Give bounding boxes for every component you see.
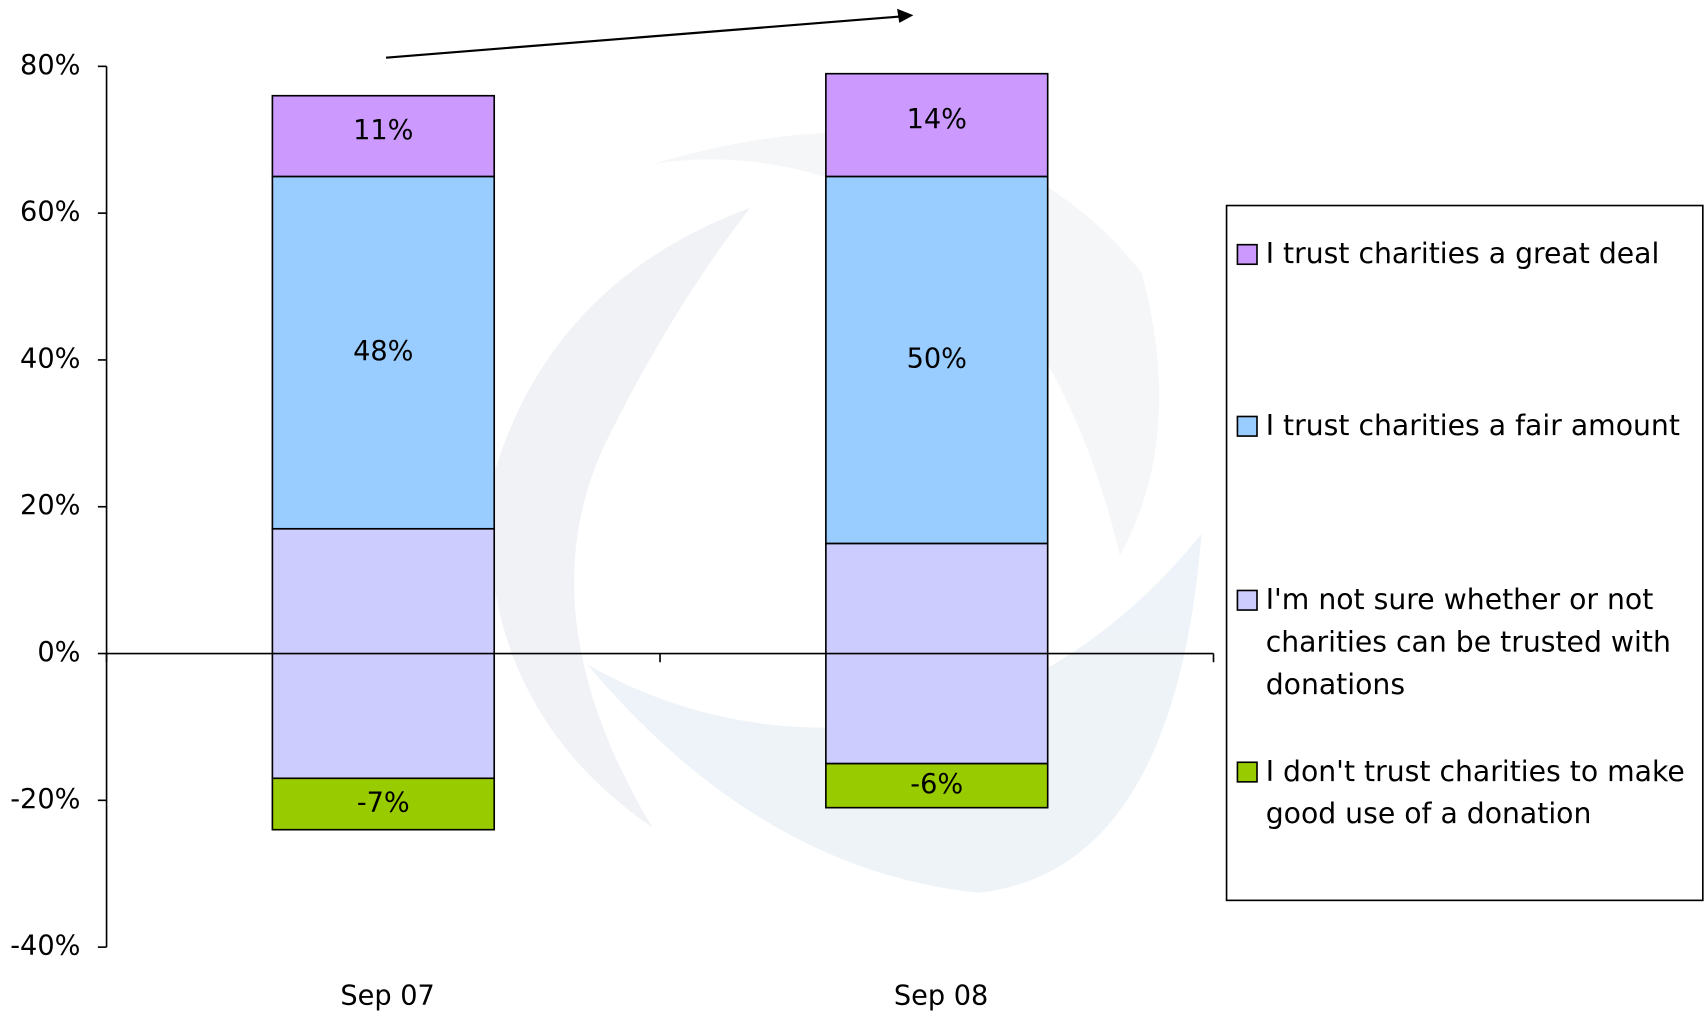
legend-label: I'm not sure whether or not charities ca… — [1266, 580, 1701, 707]
legend-label-box: I trust charities a great deal — [1266, 234, 1701, 375]
legend-swatch — [1237, 245, 1257, 265]
trend-arrowhead — [897, 9, 913, 23]
legend-label-box: I'm not sure whether or not charities ca… — [1266, 580, 1701, 721]
data-label: -6% — [910, 769, 963, 800]
x-tick-label: Sep 07 — [340, 981, 434, 1012]
legend-swatch — [1237, 762, 1257, 782]
y-tick-label: 20% — [20, 490, 80, 521]
data-label: 48% — [353, 336, 413, 367]
data-label: -7% — [357, 787, 410, 818]
data-label: 50% — [907, 343, 967, 374]
y-tick-label: 40% — [20, 343, 80, 374]
y-tick-label: 80% — [20, 50, 80, 81]
legend-label: I don't trust charities to make good use… — [1266, 751, 1701, 836]
y-tick-label: -20% — [10, 784, 80, 815]
data-label: 14% — [907, 104, 967, 135]
y-tick-label: -40% — [10, 931, 80, 962]
x-tick-label: Sep 08 — [894, 981, 988, 1012]
legend-swatch — [1237, 590, 1257, 610]
legend-label: I trust charities a great deal — [1266, 234, 1701, 276]
page: -40% -20% 0% 20% 40% 60% 80% Sep 07 48% 11% -7% Sep… — [0, 0, 1705, 1020]
y-tick-label: 0% — [37, 637, 80, 668]
trend-arrow — [386, 16, 903, 57]
legend-swatch — [1237, 416, 1257, 436]
legend-label-box: I trust charities a fair amount — [1266, 406, 1701, 547]
chart: -40% -20% 0% 20% 40% 60% 80% Sep 07 48% 11% -7% Sep… — [0, 0, 1705, 1020]
legend-label: I trust charities a fair amount — [1266, 406, 1701, 448]
legend-label-box: I don't trust charities to make good use… — [1266, 751, 1701, 892]
y-tick-label: 60% — [20, 197, 80, 228]
data-label: 11% — [353, 115, 413, 146]
